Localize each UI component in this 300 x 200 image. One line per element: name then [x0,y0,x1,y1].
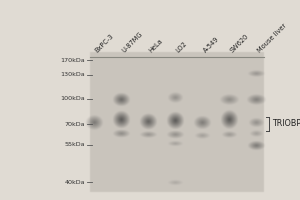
Text: 130kDa: 130kDa [60,72,85,77]
Text: Mouse liver: Mouse liver [256,23,287,54]
Text: SW620: SW620 [229,33,250,54]
Text: 170kDa: 170kDa [60,58,85,62]
Text: BxPC-3: BxPC-3 [94,33,115,54]
Text: HeLa: HeLa [148,38,164,54]
Text: LO2: LO2 [175,41,188,54]
Text: 70kDa: 70kDa [64,121,85,127]
Text: A-549: A-549 [202,36,220,54]
Text: TRIOBP: TRIOBP [272,119,300,129]
Text: 55kDa: 55kDa [64,142,85,148]
Text: 40kDa: 40kDa [64,180,85,184]
Text: U-87MG: U-87MG [121,31,144,54]
Text: 100kDa: 100kDa [60,97,85,102]
